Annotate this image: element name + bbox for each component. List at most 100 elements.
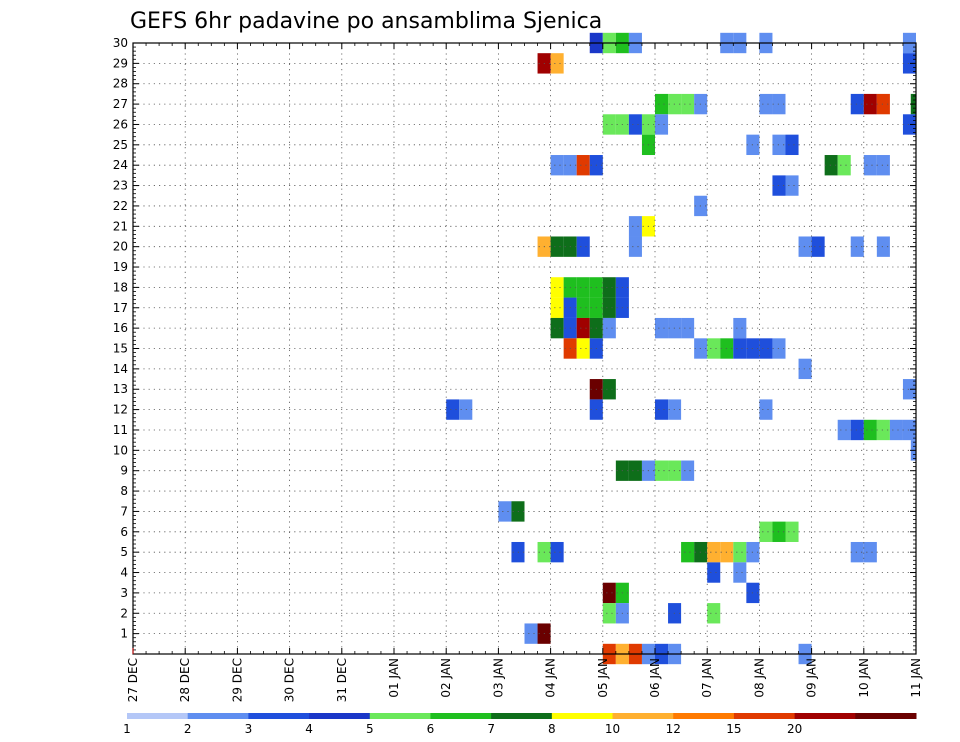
heatmap-cell — [550, 541, 564, 563]
heatmap-cell — [550, 297, 564, 318]
heatmap-cell — [798, 236, 812, 257]
heatmap-cell — [863, 93, 877, 115]
heatmap-cell — [628, 216, 642, 237]
colorbar-label: 2 — [184, 722, 192, 736]
heatmap-cell — [876, 236, 890, 257]
heatmap-cell — [550, 277, 564, 298]
heatmap-cell — [655, 114, 669, 135]
x-axis: 27 DEC 28 DEC 29 DEC 30 DEC 31 DEC 01 JAN 02 J… — [126, 43, 923, 702]
heatmap-cell — [681, 541, 695, 563]
colorbar-swatch — [794, 713, 856, 719]
heatmap-cell — [576, 338, 590, 359]
y-tick-label: 26 — [113, 117, 128, 131]
x-tick-label: 27 DEC — [126, 658, 140, 702]
heatmap-cell — [863, 155, 877, 176]
colorbar-label: 6 — [427, 722, 435, 736]
x-tick-label: 31 DEC — [335, 658, 349, 702]
heatmap-cell — [759, 399, 773, 420]
colorbar-label: 12 — [666, 722, 681, 736]
y-tick-label: 25 — [113, 138, 128, 152]
y-axis: 1234567891011121314151617181920212223242… — [113, 36, 916, 651]
y-tick-label: 21 — [113, 219, 128, 233]
y-tick-label: 4 — [120, 566, 128, 580]
colorbar-swatch — [855, 713, 917, 719]
heatmap-cell — [576, 155, 590, 176]
colorbar-label: 5 — [366, 722, 374, 736]
heatmap-cell — [550, 317, 564, 339]
heatmap-cell — [550, 155, 564, 176]
chart-title: GEFS 6hr padavine po ansamblima Sjenica — [130, 9, 602, 34]
heatmap-cell — [602, 297, 616, 318]
heatmap-cell — [576, 317, 590, 339]
heatmap-cell — [785, 134, 799, 156]
colorbar-swatch — [491, 713, 553, 719]
heatmap-cell — [798, 358, 812, 380]
x-tick-label: 11 JAN — [909, 658, 923, 698]
heatmap-cell — [550, 236, 564, 257]
heatmap-cell — [902, 53, 916, 74]
y-tick-label: 12 — [113, 403, 128, 417]
heatmap-cell — [576, 236, 590, 257]
x-tick-label: 09 JAN — [805, 658, 819, 698]
colorbar-swatch — [187, 713, 249, 719]
y-tick-label: 17 — [113, 301, 128, 315]
heatmap-cell — [655, 399, 669, 420]
heatmap-cell — [850, 541, 864, 563]
x-tick-label: 03 JAN — [491, 658, 505, 698]
heatmap-cell — [759, 93, 773, 115]
y-tick-label: 11 — [113, 423, 128, 437]
heatmap-cell — [498, 501, 512, 522]
heatmap-cell — [602, 379, 616, 400]
heatmap-cell — [902, 419, 916, 441]
colorbar-label: 20 — [787, 722, 802, 736]
colorbar-swatch — [127, 713, 189, 719]
x-tick-label: 02 JAN — [439, 658, 453, 698]
heatmap-cell — [707, 603, 721, 624]
heatmap-cell — [446, 399, 460, 420]
heatmap-cell — [785, 521, 799, 542]
heatmap-cell — [655, 317, 669, 339]
y-tick-label: 14 — [113, 362, 128, 376]
x-tick-label: 08 JAN — [752, 658, 766, 698]
x-tick-label: 06 JAN — [648, 658, 662, 698]
y-tick-label: 10 — [113, 443, 128, 457]
heatmap-cell — [628, 236, 642, 257]
y-tick-label: 29 — [113, 56, 128, 70]
heatmap-cell — [576, 277, 590, 298]
heatmap-cell — [602, 114, 616, 135]
colorbar-swatch — [612, 713, 674, 719]
x-tick-label: 07 JAN — [700, 658, 714, 698]
heatmap-cell — [655, 460, 669, 481]
colorbar-label: 4 — [305, 722, 313, 736]
heatmap-cell — [824, 155, 838, 176]
heatmap-cell — [811, 236, 825, 257]
heatmap-cell — [550, 53, 564, 74]
x-tick-label: 01 JAN — [387, 658, 401, 698]
heatmap-cell — [837, 155, 851, 176]
y-tick-label: 23 — [113, 179, 128, 193]
y-tick-label: 9 — [120, 464, 128, 478]
heatmap-cell — [707, 541, 721, 563]
heatmap-cell — [863, 419, 877, 441]
colorbar-legend: 1 2 3 4 5 6 7 8 10 12 15 20 — [123, 713, 917, 736]
heatmap-cell — [602, 603, 616, 624]
heatmap-cell — [602, 317, 616, 339]
heatmap-cell — [863, 541, 877, 563]
heatmap-cell — [576, 297, 590, 318]
x-tick-label: 10 JAN — [857, 658, 871, 698]
y-tick-label: 24 — [113, 158, 128, 172]
heatmap-cell — [876, 155, 890, 176]
colorbar-swatch — [248, 713, 310, 719]
colorbar-label: 15 — [726, 722, 741, 736]
heatmap-cell — [733, 317, 747, 339]
heatmap-cell — [850, 419, 864, 441]
heatmap-cell — [628, 460, 642, 481]
x-tick-label: 28 DEC — [178, 658, 192, 702]
colorbar-swatch — [733, 713, 796, 719]
heatmap-cell — [902, 114, 916, 135]
heatmap-cell — [733, 562, 747, 583]
colorbar-label: 7 — [487, 722, 495, 736]
colorbar-swatch — [369, 713, 431, 719]
y-tick-label: 16 — [113, 321, 128, 335]
